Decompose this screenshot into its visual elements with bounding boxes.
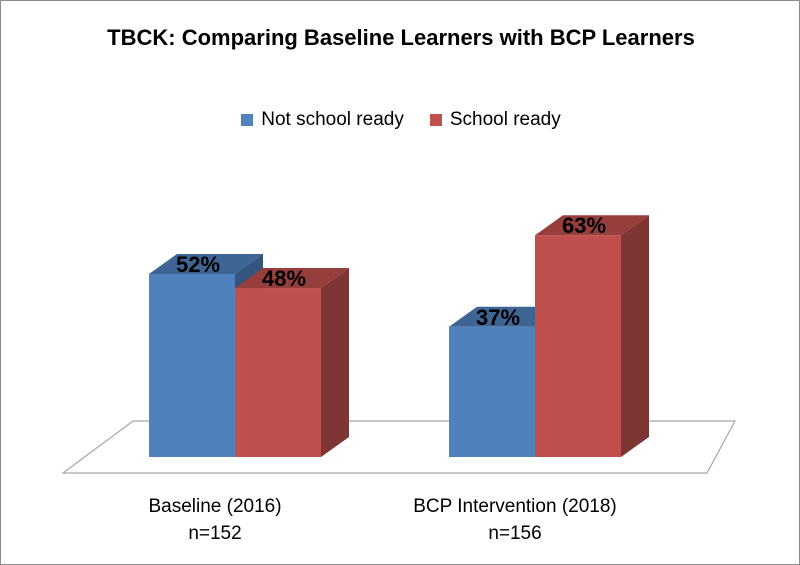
bar-bcp-not-school-ready xyxy=(449,326,535,457)
bar-baseline-school-ready-top xyxy=(235,268,349,289)
bar-baseline-not-school-ready xyxy=(149,273,235,457)
legend-swatch-not-school-ready xyxy=(241,114,254,126)
bar-bcp-not-school-ready-top xyxy=(449,306,563,327)
bar-baseline-school-ready xyxy=(235,288,321,457)
category-label-baseline-n: n=152 xyxy=(188,523,242,544)
category-label-bcp: BCP Intervention (2018) n=156 xyxy=(365,493,665,547)
data-label-baseline-not-school-ready: 52% xyxy=(176,252,220,277)
legend-item-not-school-ready: Not school ready xyxy=(241,109,404,131)
legend-label-not-school-ready: Not school ready xyxy=(261,109,404,130)
category-label-baseline-name: Baseline (2016) xyxy=(148,496,282,517)
legend-label-school-ready: School ready xyxy=(449,109,561,130)
legend: Not school ready School ready xyxy=(1,109,800,131)
category-label-bcp-name: BCP Intervention (2018) xyxy=(413,496,617,517)
bar-bcp-school-ready-side xyxy=(621,215,649,457)
bar-baseline-not-school-ready-top xyxy=(149,253,263,274)
chart-title: TBCK: Comparing Baseline Learners with B… xyxy=(107,25,695,50)
legend-swatch-school-ready xyxy=(429,114,442,126)
category-label-baseline: Baseline (2016) n=152 xyxy=(65,493,365,547)
legend-item-school-ready: School ready xyxy=(429,109,561,131)
category-label-bcp-n: n=156 xyxy=(488,523,542,544)
bar-bcp-school-ready-top xyxy=(535,215,649,236)
bar-bcp-school-ready xyxy=(535,235,621,457)
bar-baseline-school-ready-side xyxy=(321,268,349,457)
data-label-baseline-school-ready: 48% xyxy=(262,266,306,291)
data-label-bcp-not-school-ready: 37% xyxy=(476,305,520,330)
data-label-bcp-school-ready: 63% xyxy=(562,213,606,238)
